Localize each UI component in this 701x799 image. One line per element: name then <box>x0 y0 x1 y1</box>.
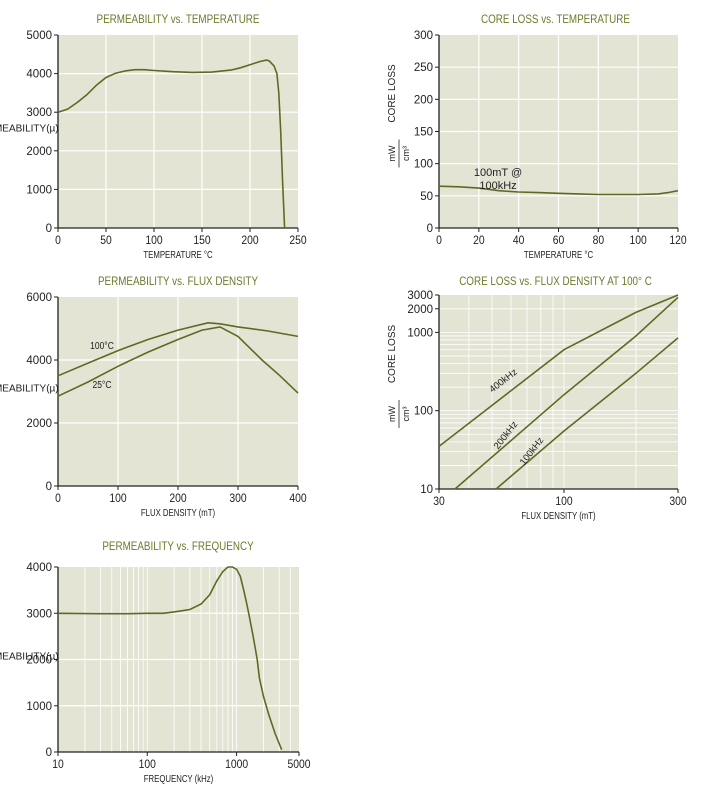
x-tick-label: 300 <box>229 493 246 506</box>
x-tick-label: 120 <box>669 235 686 248</box>
series-line <box>57 59 286 229</box>
annotation-label: 100kHz <box>479 180 516 192</box>
y-tick-label: 3000 <box>407 290 433 302</box>
series-line <box>495 337 679 490</box>
y-axis-label: PERMEABILITY(µ) <box>0 652 59 663</box>
x-tick-label: 100 <box>139 759 156 772</box>
x-tick-label: 300 <box>669 496 686 509</box>
chart-title: CORE LOSS vs. FLUX DENSITY AT 100° C <box>459 274 652 288</box>
y-unit-numerator: mW <box>387 145 397 161</box>
y-tick-label: 200 <box>414 94 433 106</box>
y-axis-label: CORE LOSS <box>387 64 398 123</box>
chart-title: PERMEABILITY vs. FLUX DENSITY <box>97 274 259 288</box>
y-tick-label: 5000 <box>26 30 52 42</box>
x-tick-label: 60 <box>553 235 565 248</box>
x-tick-label: 200 <box>241 235 258 248</box>
x-axis-label: TEMPERATURE °C <box>524 249 594 260</box>
chart-svg: 0 20 40 60 80 100 120 0 50 100 150 200 250 300 TEMPERA… <box>387 30 687 260</box>
y-unit-numerator: mW <box>387 406 397 422</box>
y-tick-label: 1000 <box>26 184 52 196</box>
x-tick-label: 0 <box>55 493 61 506</box>
y-axis-label: CORE LOSS <box>387 325 398 384</box>
chart-permeability-vs-flux-density: PERMEABILITY vs. FLUX DENSITY 0 100 200 300… <box>0 274 340 534</box>
x-tick-label: 1000 <box>225 759 248 772</box>
y-unit-denominator: cm³ <box>401 407 411 422</box>
plot-area <box>58 35 298 228</box>
chart-permeability-vs-temperature: PERMEABILITY vs. TEMPERATURE 0 50 100 150 20… <box>0 12 340 272</box>
y-tick-label: 300 <box>414 30 433 42</box>
series-label: 25°C <box>93 379 112 390</box>
y-tick-label: 250 <box>414 62 433 74</box>
x-tick-label: 40 <box>513 235 525 248</box>
x-tick-label: 5000 <box>287 759 310 772</box>
x-tick-label: 20 <box>473 235 485 248</box>
y-tick-label: 0 <box>427 223 433 235</box>
x-tick-label: 150 <box>193 235 210 248</box>
y-tick-label: 1000 <box>26 701 52 713</box>
x-tick-label: 250 <box>289 235 306 248</box>
y-tick-label: 100 <box>414 159 433 171</box>
y-unit-denominator: cm³ <box>401 146 411 161</box>
series-label: 100°C <box>90 340 114 351</box>
y-tick-label: 0 <box>46 481 52 493</box>
x-tick-label: 80 <box>593 235 605 248</box>
chart-title: CORE LOSS vs. TEMPERATURE <box>481 12 630 26</box>
y-tick-label: 0 <box>46 223 52 235</box>
series-line <box>57 566 283 751</box>
y-tick-label: 50 <box>420 191 433 203</box>
chart-core-loss-vs-flux-density: CORE LOSS vs. FLUX DENSITY AT 100° C 30 1… <box>370 274 701 534</box>
y-tick-label: 6000 <box>26 292 52 304</box>
y-tick-label: 3000 <box>26 107 52 119</box>
series-line <box>57 326 299 397</box>
y-tick-label: 4000 <box>26 69 52 81</box>
y-tick-label: 10 <box>420 484 433 496</box>
chart-permeability-vs-frequency: PERMEABILITY vs. FREQUENCY 10 100 1000 5000… <box>0 539 340 799</box>
x-axis-label: TEMPERATURE °C <box>143 249 213 260</box>
chart-svg: 30 100 300 10 100 1000 2000 3000 FLUX DENSITY (m… <box>387 290 687 521</box>
x-tick-label: 100 <box>555 496 572 509</box>
x-tick-label: 200 <box>169 493 186 506</box>
x-tick-label: 400 <box>289 493 306 506</box>
x-tick-label: 50 <box>100 235 112 248</box>
series-line <box>438 294 679 448</box>
chart-title: PERMEABILITY vs. FREQUENCY <box>102 539 254 553</box>
y-axis-label: PERMEABILITY(µ) <box>0 124 59 135</box>
chart-core-loss-vs-temperature: CORE LOSS vs. TEMPERATURE 0 20 40 60 80 100 12… <box>370 12 701 272</box>
chart-svg: 0 50 100 150 200 250 0 1000 2000 3000 4000 5000 TEMP… <box>0 30 307 260</box>
y-tick-label: 2000 <box>26 418 52 430</box>
x-tick-label: 100 <box>630 235 647 248</box>
x-tick-label: 10 <box>52 759 64 772</box>
x-tick-label: 100 <box>145 235 162 248</box>
x-axis-label: FREQUENCY (kHz) <box>144 773 214 784</box>
chart-svg: 10 100 1000 5000 0 1000 2000 3000 4000 FREQUENCY … <box>0 562 311 784</box>
annotation-label: 100mT @ <box>474 167 522 179</box>
y-tick-label: 4000 <box>26 562 52 574</box>
x-tick-label: 0 <box>436 235 442 248</box>
y-tick-label: 2000 <box>26 146 52 158</box>
y-tick-label: 150 <box>414 127 433 139</box>
x-tick-label: 100 <box>109 493 126 506</box>
y-tick-label: 2000 <box>26 655 52 667</box>
y-axis-label: PERMEABILITY(µ) <box>0 384 59 395</box>
x-tick-label: 0 <box>55 235 61 248</box>
y-tick-label: 100 <box>414 406 433 418</box>
series-line <box>438 185 679 196</box>
series-line <box>57 321 299 377</box>
x-tick-label: 30 <box>433 496 445 509</box>
y-tick-label: 3000 <box>26 608 52 620</box>
chart-title: PERMEABILITY vs. TEMPERATURE <box>96 12 260 26</box>
y-tick-label: 4000 <box>26 355 52 367</box>
x-axis-label: FLUX DENSITY (mT) <box>521 510 595 521</box>
y-tick-label: 0 <box>46 747 52 759</box>
x-axis-label: FLUX DENSITY (mT) <box>141 507 215 518</box>
plot-area <box>439 295 678 489</box>
y-tick-label: 2000 <box>407 304 433 316</box>
y-tick-label: 1000 <box>407 327 433 339</box>
series-line <box>454 296 679 490</box>
